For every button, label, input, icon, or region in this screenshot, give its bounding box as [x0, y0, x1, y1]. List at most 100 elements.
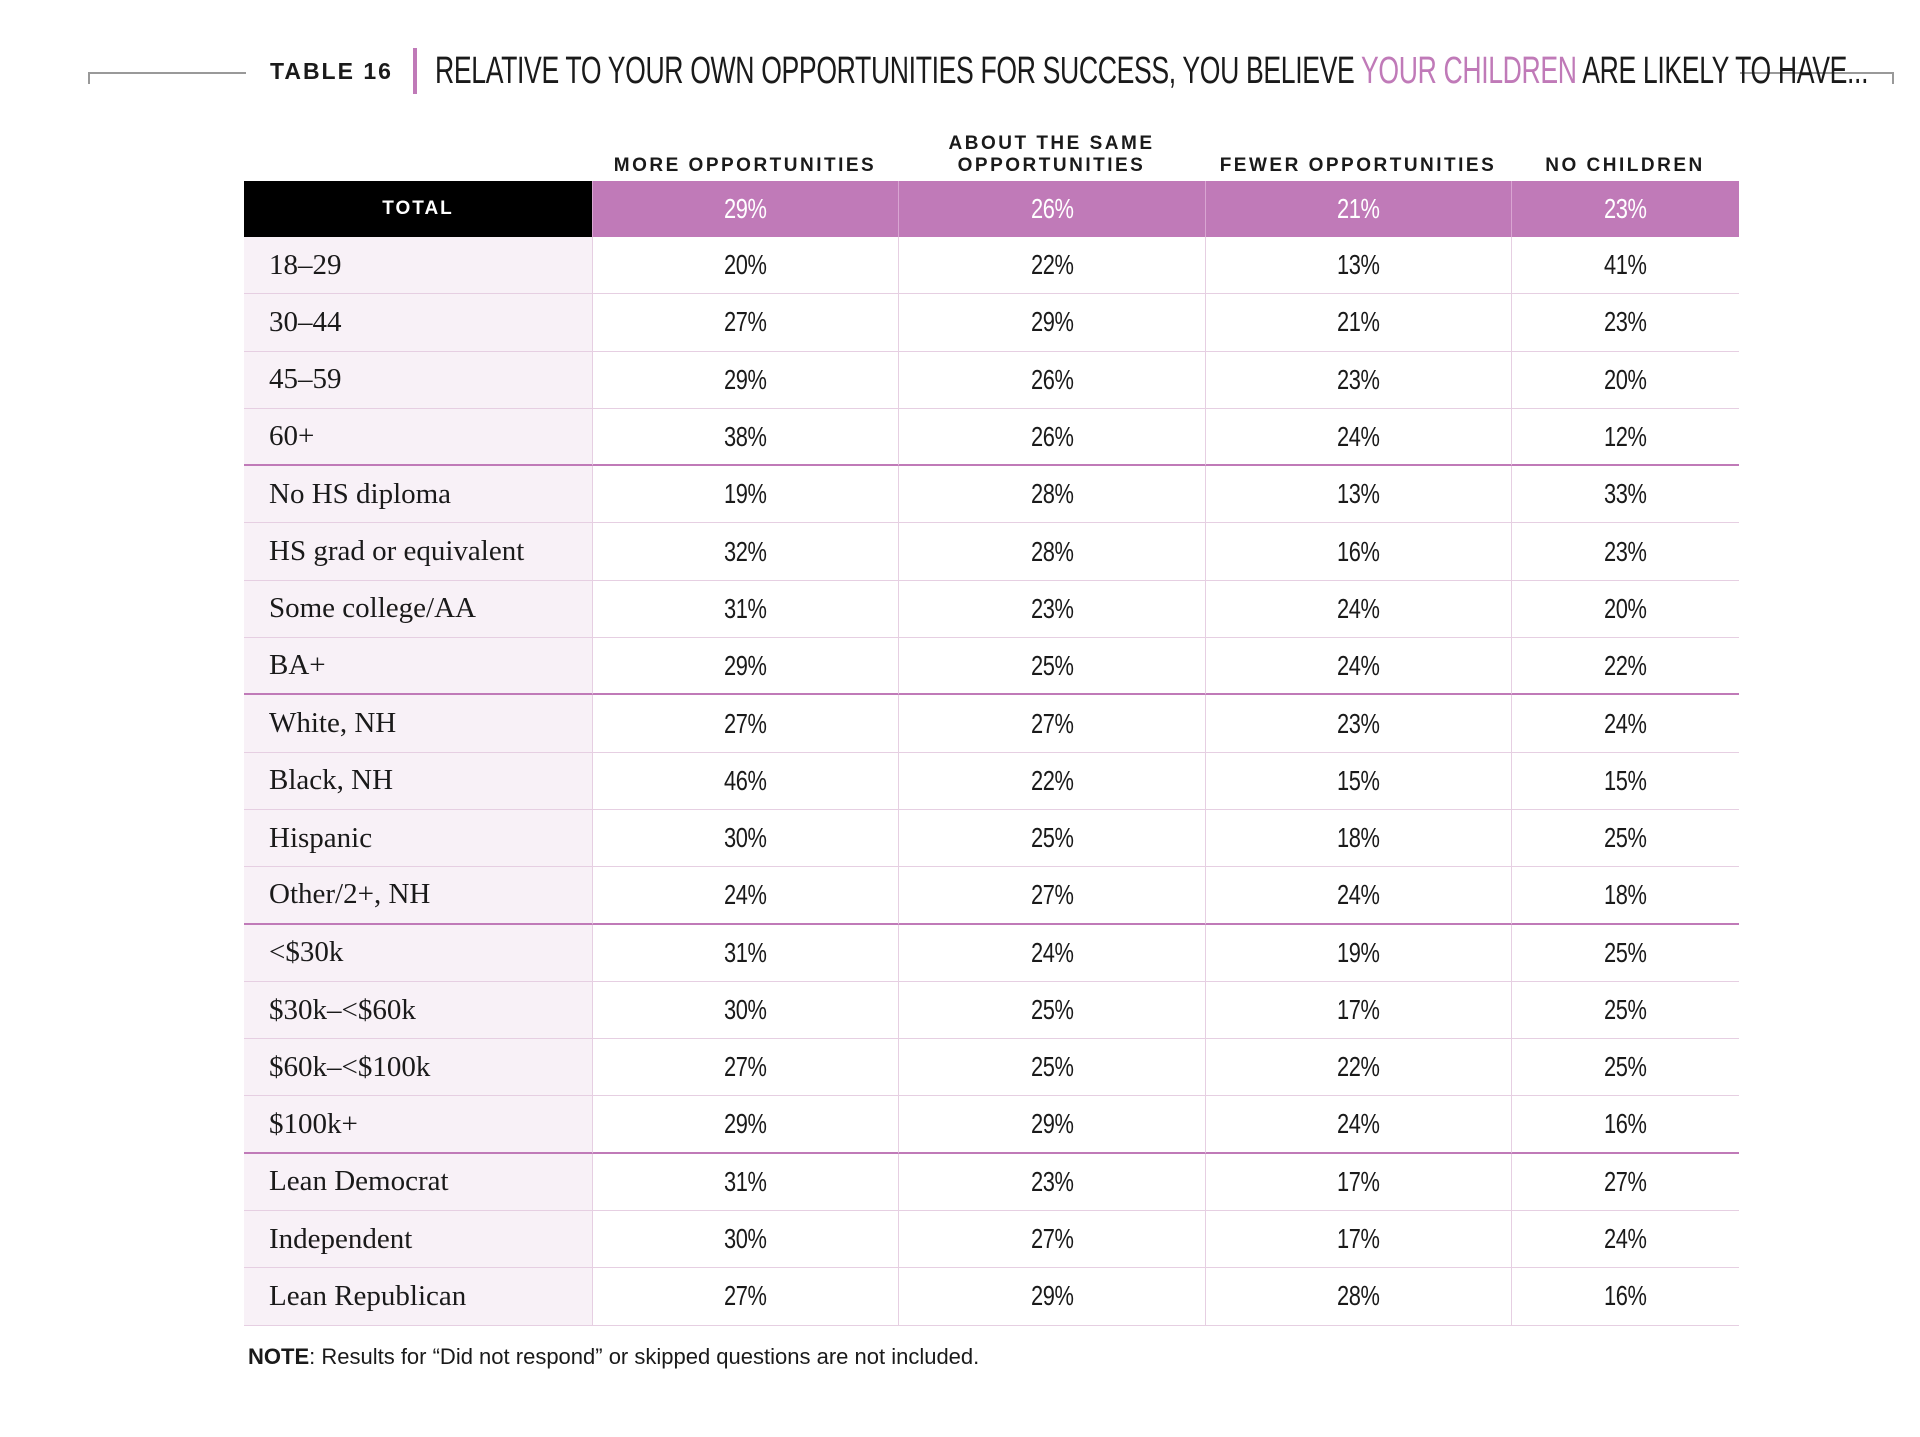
cell: 28%	[898, 523, 1205, 581]
cell: 24%	[1205, 638, 1511, 696]
cell: 22%	[1511, 638, 1739, 696]
cell-text: 18%	[1604, 878, 1647, 910]
cell-text: 24%	[1337, 420, 1380, 452]
note-label: NOTE	[248, 1344, 310, 1369]
cell-text: 41%	[1604, 249, 1647, 281]
cell-text: 28%	[1030, 478, 1074, 510]
header-cell	[244, 110, 592, 181]
cell: 31%	[592, 924, 898, 982]
cell: 18%	[1511, 867, 1739, 925]
cell: 23%	[1511, 523, 1739, 581]
row-label: Lean Republican	[244, 1268, 592, 1326]
cell: 27%	[898, 867, 1205, 925]
cell-text: 30%	[724, 822, 767, 854]
cell: 25%	[1511, 809, 1739, 868]
row-label: HS grad or equivalent	[244, 523, 592, 581]
cell: 27%	[592, 695, 898, 753]
cell: 27%	[592, 294, 898, 352]
table-row: BA+ 29% 25% 24% 22%	[244, 638, 1739, 696]
title-text: RELATIVE TO YOUR OWN OPPORTUNITIES FOR S…	[434, 49, 1361, 92]
cell-text: 24%	[1030, 936, 1074, 968]
cell: 29%	[898, 1096, 1205, 1154]
row-label-text: TOTAL	[382, 198, 454, 219]
cell: 23%	[1511, 181, 1739, 237]
cell: 31%	[592, 1153, 898, 1212]
row-label-text: White, NH	[269, 707, 397, 740]
row-label: Other/2+, NH	[244, 867, 592, 925]
cell-text: 12%	[1604, 420, 1647, 452]
cell-text: 24%	[1337, 1108, 1380, 1140]
cell: 27%	[592, 1268, 898, 1326]
cell-text: 31%	[724, 936, 767, 968]
cell-text: 16%	[1604, 1280, 1647, 1312]
title-highlight: YOUR CHILDREN	[1360, 49, 1577, 92]
row-label-text: Lean Democrat	[269, 1165, 449, 1198]
cell-text: 33%	[1604, 478, 1647, 510]
cell-text: 13%	[1337, 249, 1380, 281]
cell-text: 25%	[1030, 994, 1074, 1025]
cell-text: 31%	[724, 592, 767, 624]
cell-text: 25%	[1030, 822, 1074, 854]
cell-text: 20%	[1604, 592, 1647, 624]
rule	[88, 72, 246, 84]
table-title: RELATIVE TO YOUR OWN OPPORTUNITIES FOR S…	[435, 50, 1868, 93]
cell: 38%	[592, 408, 898, 467]
cell: 31%	[592, 580, 898, 639]
row-label: White, NH	[244, 695, 592, 753]
cell: 25%	[898, 638, 1205, 696]
cell-text: 30%	[724, 994, 767, 1025]
cell: 16%	[1511, 1096, 1739, 1154]
cell-text: 27%	[724, 306, 767, 338]
row-label-text: BA+	[269, 649, 326, 682]
cell-text: 27%	[1604, 1165, 1647, 1197]
cell-text: 22%	[1337, 1051, 1380, 1083]
note-text: : Results for “Did not respond” or skipp…	[309, 1344, 980, 1369]
cell: 24%	[1205, 1096, 1511, 1154]
cell-text: 32%	[724, 535, 767, 567]
cell-text: 24%	[1604, 707, 1647, 739]
row-label: TOTAL	[244, 181, 592, 237]
cell: 25%	[898, 981, 1205, 1040]
cell: 27%	[898, 1211, 1205, 1269]
note: NOTE: Results for “Did not respond” or s…	[248, 1344, 979, 1370]
cell-text: 24%	[1604, 1223, 1647, 1255]
cell: 24%	[592, 867, 898, 925]
cell-text: 29%	[724, 1108, 767, 1140]
cell-text: 30%	[724, 1223, 767, 1255]
cell-text: 29%	[1030, 306, 1074, 338]
cell: 21%	[1205, 294, 1511, 352]
cell-text: 22%	[1604, 649, 1647, 681]
cell-text: 25%	[1604, 994, 1647, 1025]
row-label: $30k–<$60k	[244, 981, 592, 1040]
cell: 29%	[592, 1096, 898, 1154]
row-label-text: Lean Republican	[269, 1279, 467, 1312]
cell: 30%	[592, 809, 898, 868]
row-label: Lean Democrat	[244, 1153, 592, 1212]
cell-text: 23%	[1604, 306, 1647, 338]
column-header-text: NO CHILDREN	[1545, 155, 1705, 176]
cell: 19%	[1205, 924, 1511, 982]
cell-text: 25%	[1030, 1051, 1074, 1083]
cell-text: 26%	[1030, 363, 1074, 395]
cell: 29%	[592, 181, 898, 237]
cell: 30%	[592, 1211, 898, 1269]
row-label: Independent	[244, 1211, 592, 1269]
cell: 23%	[1205, 695, 1511, 753]
cell: 29%	[592, 638, 898, 696]
cell-text: 26%	[1030, 420, 1074, 452]
cell: 26%	[898, 181, 1205, 237]
cell: 25%	[898, 809, 1205, 868]
row-label-text: $100k+	[269, 1107, 358, 1140]
header: TABLE 16 RELATIVE TO YOUR OWN OPPORTUNIT…	[270, 48, 1920, 94]
cell-text: 46%	[724, 764, 767, 796]
cell-text: 23%	[1337, 707, 1380, 739]
cell: 13%	[1205, 466, 1511, 524]
table-row: Lean Republican 27% 29% 28% 16%	[244, 1268, 1739, 1326]
cell-text: 18%	[1337, 822, 1380, 854]
cell: 24%	[1511, 695, 1739, 753]
cell-text: 28%	[1030, 535, 1074, 567]
cell-text: 16%	[1604, 1108, 1647, 1140]
cell: 30%	[592, 981, 898, 1040]
table-row: $30k–<$60k 30% 25% 17% 25%	[244, 981, 1739, 1040]
table-row: Black, NH 46% 22% 15% 15%	[244, 752, 1739, 810]
